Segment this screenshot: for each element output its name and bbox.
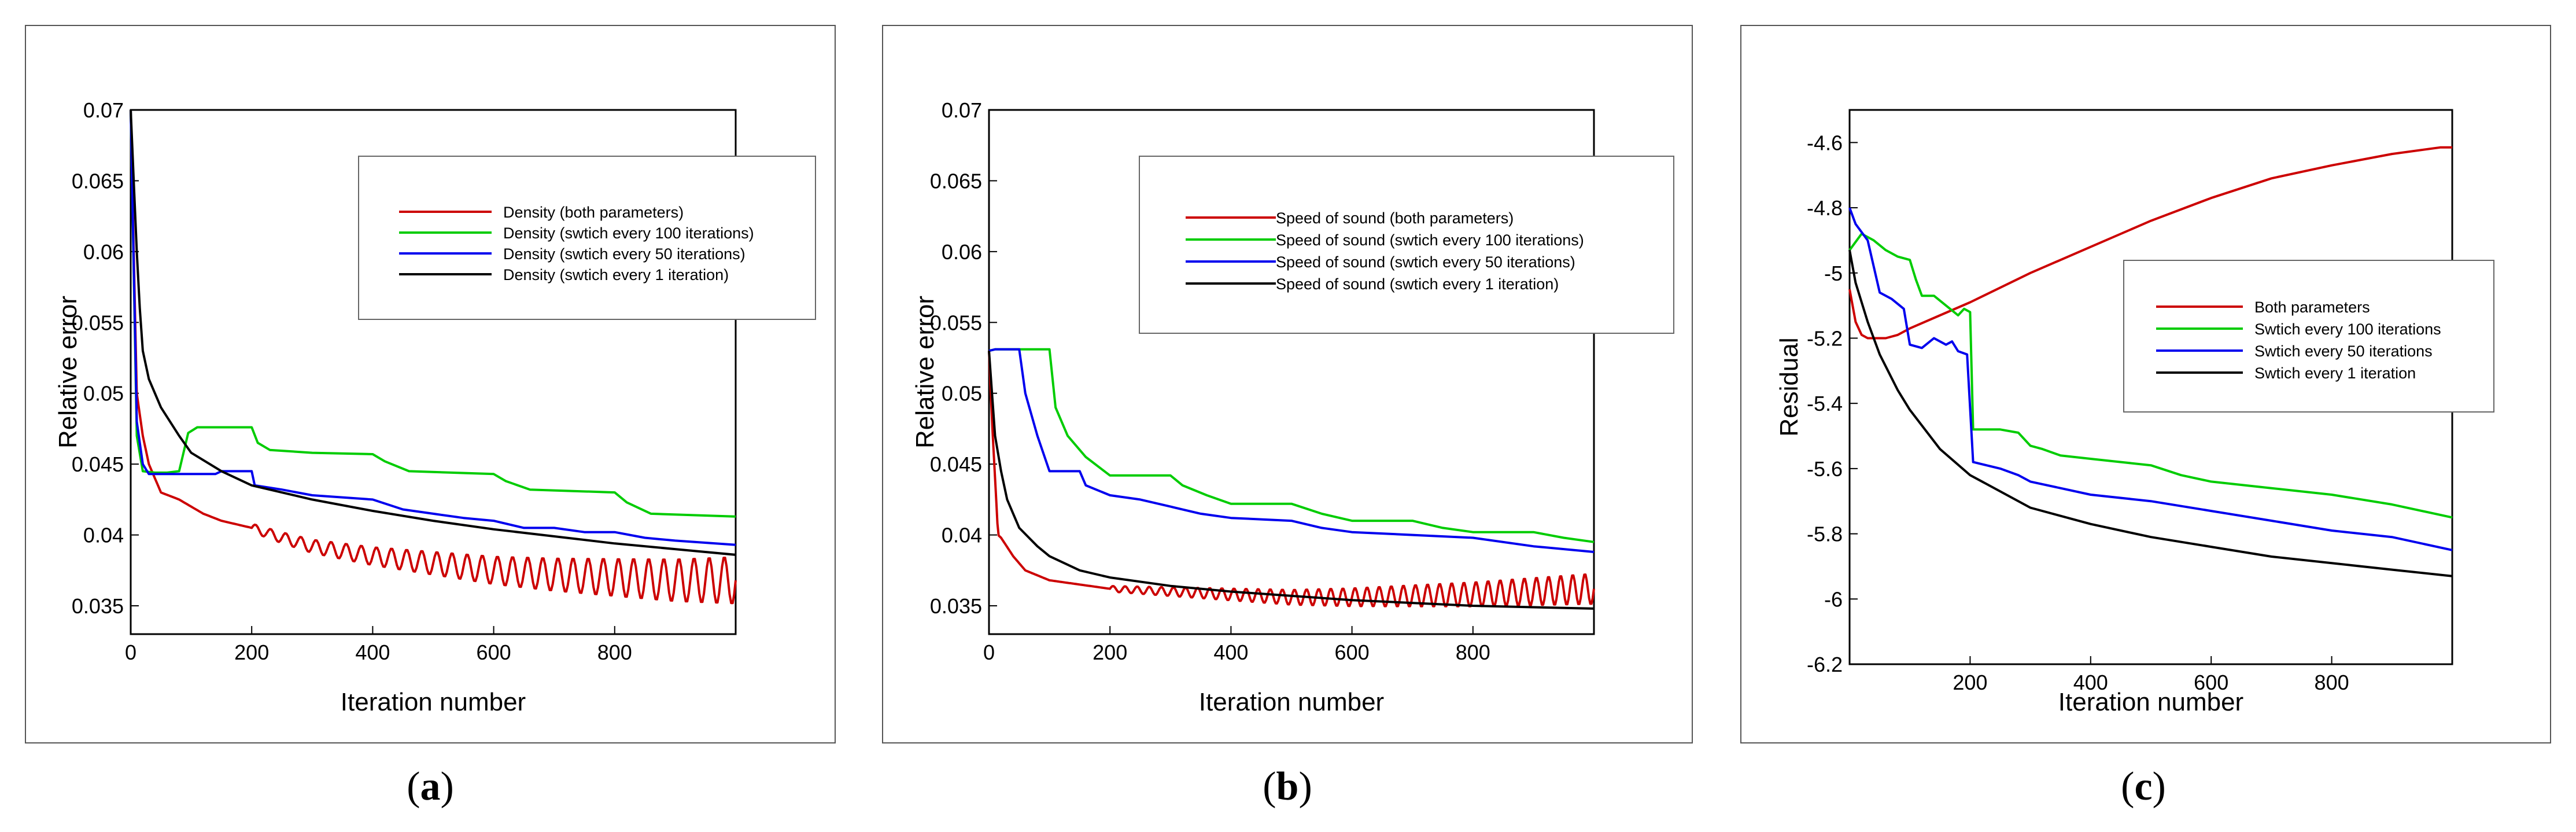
panel-c-y-tick-label: -6.2 [1807, 653, 1843, 676]
panel-a: 0 200 400 600 800 0.035 0.04 0.045 0.05 0.055 0.06… [25, 25, 836, 809]
panel-c-legend: Both parameters Swtich every 100 iteratio… [2123, 260, 2494, 413]
panel-b: 0 200 400 600 800 0.035 0.04 0.045 0.05 0.055 0.06… [882, 25, 1693, 809]
panel-c-series-green-line [1848, 233, 2453, 519]
panel-b-x-axis-label: Iteration number [1199, 688, 1384, 716]
panel-a-legend-label: Density (swtich every 1 iteration) [503, 266, 729, 284]
panel-a-x-tick-label: 400 [355, 640, 390, 664]
panel-c-y-tick-label: -4.6 [1807, 131, 1843, 154]
panel-c-x-tick-label: 600 [2194, 671, 2228, 694]
panel-c-legend-label: Swtich every 1 iteration [2254, 365, 2416, 382]
panel-a-legend: Density (both parameters) Density (swtich… [358, 156, 816, 320]
panel-a-y-axis-label: Relative error [54, 296, 82, 448]
panel-c-legend-label: Swtich every 50 iterations [2254, 343, 2433, 360]
panel-b-y-tick-label: 0.055 [930, 311, 982, 334]
panel-c-y-tick-label: -5.6 [1807, 457, 1843, 481]
panel-c-y-tick-label: -5 [1824, 262, 1843, 285]
panel-b-legend-label: Speed of sound (swtich every 1 iteration… [1276, 275, 1559, 293]
panel-a-legend-label: Density (swtich every 100 iterations) [503, 224, 754, 242]
panel-b-x-tick-label: 800 [1456, 640, 1490, 664]
panel-a-x-tick-label: 800 [597, 640, 632, 664]
panel-b-legend-label: Speed of sound (swtich every 50 iteratio… [1276, 253, 1575, 271]
panel-a-y-tick-label: 0.04 [83, 524, 124, 547]
panel-b-legend-box [1139, 156, 1674, 334]
panel-a-y-tick-label: 0.05 [83, 382, 124, 406]
panel-b-series-red-line [988, 351, 1595, 608]
panel-a-frame [25, 25, 836, 743]
panel-c-legend-label: Both parameters [2254, 299, 2370, 316]
panel-a-legend-label: Density (both parameters) [503, 204, 684, 221]
panel-b-series-blue-line [988, 348, 1595, 553]
panel-b-series-green-line [988, 348, 1595, 543]
panel-b-y-tick-label: 0.06 [942, 240, 982, 264]
panel-b-y-tick-label: 0.045 [930, 452, 982, 476]
panel-b-x-tick-label: 400 [1213, 640, 1248, 664]
panel-c-x-tick-label: 800 [2315, 671, 2349, 694]
panel-c-legend-label: Swtich every 100 iterations [2254, 321, 2441, 338]
panel-c-y-tick-label: -6 [1824, 587, 1843, 611]
panel-a-x-tick-label: 600 [477, 640, 511, 664]
panel-c-x-axis-label: Iteration number [2058, 688, 2243, 716]
panel-a-y-tick-label: 0.045 [72, 452, 124, 476]
panel-b-y-tick-label: 0.065 [930, 169, 982, 193]
panel-c-series-black-line [1848, 249, 2453, 577]
panel-a-legend-label: Density (swtich every 50 iterations) [503, 245, 746, 263]
panel-a-x-axis-label: Iteration number [341, 688, 526, 716]
panel-b-x-tick-label: 200 [1093, 640, 1127, 664]
panel-b-y-tick-label: 0.07 [942, 98, 982, 122]
panel-c-caption: (c) [2121, 764, 2166, 809]
panel-c-x-tick-label: 200 [1953, 671, 1987, 694]
panel-a-y-tick-label: 0.06 [83, 240, 124, 264]
panel-c-y-tick-label: -5.8 [1807, 522, 1843, 546]
panel-a-series-black-line [130, 109, 736, 556]
panel-a-y-tick-label: 0.055 [72, 311, 124, 334]
panel-b-caption: (b) [1263, 764, 1312, 809]
panel-a-x-tick-label: 0 [125, 640, 136, 664]
panel-a-y-tick-label: 0.07 [83, 98, 124, 122]
panel-b-y-axis-label: Relative error [911, 296, 939, 448]
panel-a-series-green-line [130, 109, 736, 518]
panel-a-series-blue-line [130, 109, 736, 546]
panel-b-legend: Speed of sound (both parameters) Speed of… [1139, 156, 1674, 334]
panel-b-y-tick-label: 0.035 [930, 594, 982, 618]
panel-c: 200 400 600 800 -6.2 -6 -5.8 -5.6 -5.4 -5.2 -5 -4.8… [1740, 25, 2551, 809]
panel-b-y-tick-label: 0.05 [942, 382, 982, 406]
panel-a-x-tick-label: 200 [234, 640, 269, 664]
panel-a-y-tick-label: 0.035 [72, 594, 124, 618]
panel-b-frame [882, 25, 1693, 743]
panel-c-y-tick-label: -4.8 [1807, 196, 1843, 220]
panel-b-y-tick-label: 0.04 [942, 524, 982, 547]
panel-b-series-black-line [988, 351, 1595, 610]
panel-b-x-tick-label: 0 [983, 640, 995, 664]
panel-a-series-red-line [130, 109, 737, 605]
panel-c-y-tick-label: -5.2 [1807, 326, 1843, 350]
panel-c-y-tick-label: -5.4 [1807, 392, 1843, 415]
panel-c-x-tick-label: 400 [2073, 671, 2108, 694]
panel-c-series-red-line [1848, 146, 2452, 340]
panel-a-plot-area [130, 109, 737, 635]
panel-a-caption: (a) [407, 764, 454, 809]
panel-a-y-tick-label: 0.065 [72, 169, 124, 193]
panel-c-y-axis-label: Residual [1775, 337, 1803, 436]
panel-b-legend-label: Speed of sound (both parameters) [1276, 209, 1514, 227]
panel-b-x-tick-label: 600 [1335, 640, 1370, 664]
panel-c-series-blue-line [1848, 207, 2453, 551]
panel-c-frame [1740, 25, 2551, 743]
panel-b-legend-label: Speed of sound (swtich every 100 iterati… [1276, 231, 1584, 249]
panel-c-legend-box [2123, 260, 2494, 413]
panel-a-legend-box [358, 156, 816, 320]
